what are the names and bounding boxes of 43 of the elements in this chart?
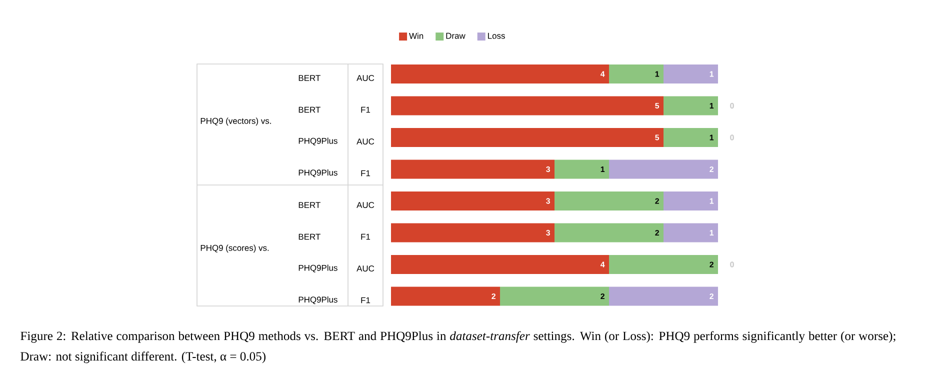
bar: [554, 223, 664, 242]
y-tick-label: PHQ9Plus: [298, 169, 338, 178]
legend-label: Draw: [446, 32, 466, 39]
bar: [609, 160, 718, 179]
bar: [664, 128, 718, 148]
y-tick-label: BERT: [298, 202, 320, 208]
bar: [391, 64, 610, 84]
bar: [391, 128, 664, 148]
y-tick-label: PHQ9Plus: [298, 138, 338, 146]
y-tick-label: BERT: [298, 106, 320, 113]
text: AUC: [356, 266, 374, 272]
text: F1: [361, 297, 370, 304]
bar: [391, 160, 555, 179]
y-tick-label: BERT: [298, 234, 320, 240]
bar: [664, 192, 718, 211]
bar: [500, 286, 610, 306]
bar: [391, 192, 555, 211]
bar: [391, 96, 664, 116]
bar: [391, 286, 500, 306]
bar: [609, 255, 718, 274]
text: AUC: [356, 202, 374, 208]
bar: [609, 64, 664, 84]
y-tick-label: PHQ9Plus: [298, 296, 338, 304]
legend-label: Win: [409, 32, 424, 39]
text: PHQ9 (scores) vs.: [200, 244, 269, 253]
text: Figure 2: Relative comparison between PHQ9 methods vs. BERT and PHQ9Plus in dataset-transfer settings. Win (or Loss): PHQ9 performs significantly better (or worse); Draw: not significant different. (T-test, α = 0.05): [20, 331, 896, 364]
y-tick-label: PHQ9Plus: [298, 264, 338, 272]
bar: [664, 223, 718, 242]
text: F1: [361, 106, 370, 113]
y-tick-label: BERT: [298, 75, 320, 81]
bar: [554, 192, 664, 211]
text: AUC: [356, 138, 374, 144]
bar: [554, 160, 610, 179]
text: AUC: [356, 75, 374, 81]
legend-label: Loss: [488, 32, 505, 39]
bar: [664, 96, 718, 116]
text: PHQ9 (vectors) vs.: [200, 118, 271, 126]
bar: [391, 223, 555, 242]
bar: [664, 64, 718, 84]
bar: [609, 286, 718, 306]
text: F1: [361, 234, 370, 240]
bar: [391, 255, 610, 274]
text: F1: [361, 170, 370, 176]
